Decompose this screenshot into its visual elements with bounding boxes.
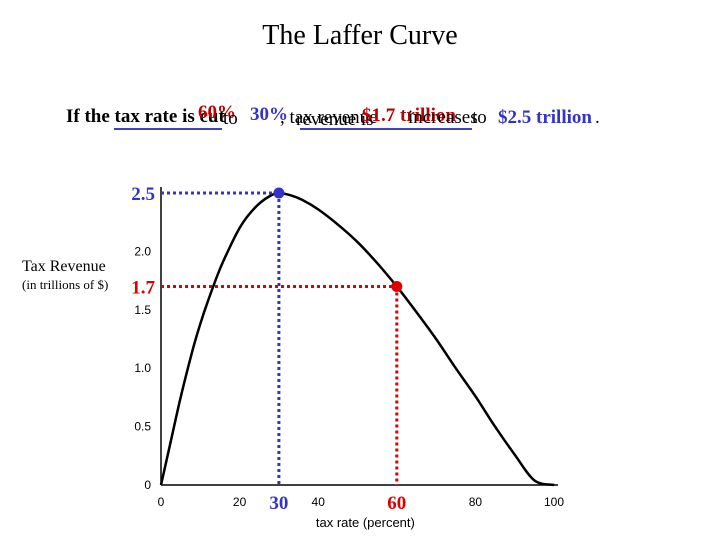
caption-intro: If the tax rate is cut (66, 106, 225, 127)
caption-period: . (595, 107, 600, 128)
caption-revenue-is: revenue is (296, 109, 374, 130)
chart-title: The Laffer Curve (262, 20, 458, 51)
laffer-curve-line (159, 191, 555, 487)
caption-rate-to: 30% (250, 104, 288, 125)
x-tick-label: 80 (469, 495, 483, 509)
caption-increases: increases (408, 107, 478, 128)
caption-underline-right (300, 128, 472, 130)
highlight-point (273, 187, 285, 199)
x-axis-label: tax rate (percent) (316, 515, 415, 530)
y-axis-unit: (in trillions of $) (22, 277, 109, 292)
highlight-x-label: 30 (269, 493, 288, 514)
caption-to: to (223, 108, 238, 129)
x-tick-label: 0 (158, 495, 165, 509)
caption-revenue-after: $2.5 trillion (498, 107, 592, 128)
x-tick-label: 40 (312, 495, 326, 509)
caption-rate-from: 60% (198, 102, 236, 123)
x-tick-label: 100 (544, 495, 564, 509)
caption-to-2: to (472, 107, 487, 128)
y-tick-label: 0 (144, 478, 151, 492)
caption-revenue-before: $1.7 trillion (362, 105, 456, 126)
x-tick-label: 20 (233, 495, 247, 509)
caption-tax-revenue: , tax revenue (280, 107, 378, 128)
caption-underline-left (114, 128, 222, 130)
caption: If the tax rate is cut 60% to 30% , tax … (0, 0, 720, 140)
y-axis-label: Tax Revenue (22, 258, 106, 275)
highlight-x-label: 60 (387, 493, 406, 514)
y-tick-label: 1.0 (134, 361, 151, 375)
y-tick-label: 0.5 (134, 420, 151, 434)
highlight-y-label: 1.7 (131, 277, 155, 298)
highlight-point (391, 280, 403, 292)
y-tick-label: 1.5 (134, 303, 151, 317)
highlight-y-label: 2.5 (131, 184, 155, 205)
y-tick-label: 2.0 (134, 244, 151, 258)
